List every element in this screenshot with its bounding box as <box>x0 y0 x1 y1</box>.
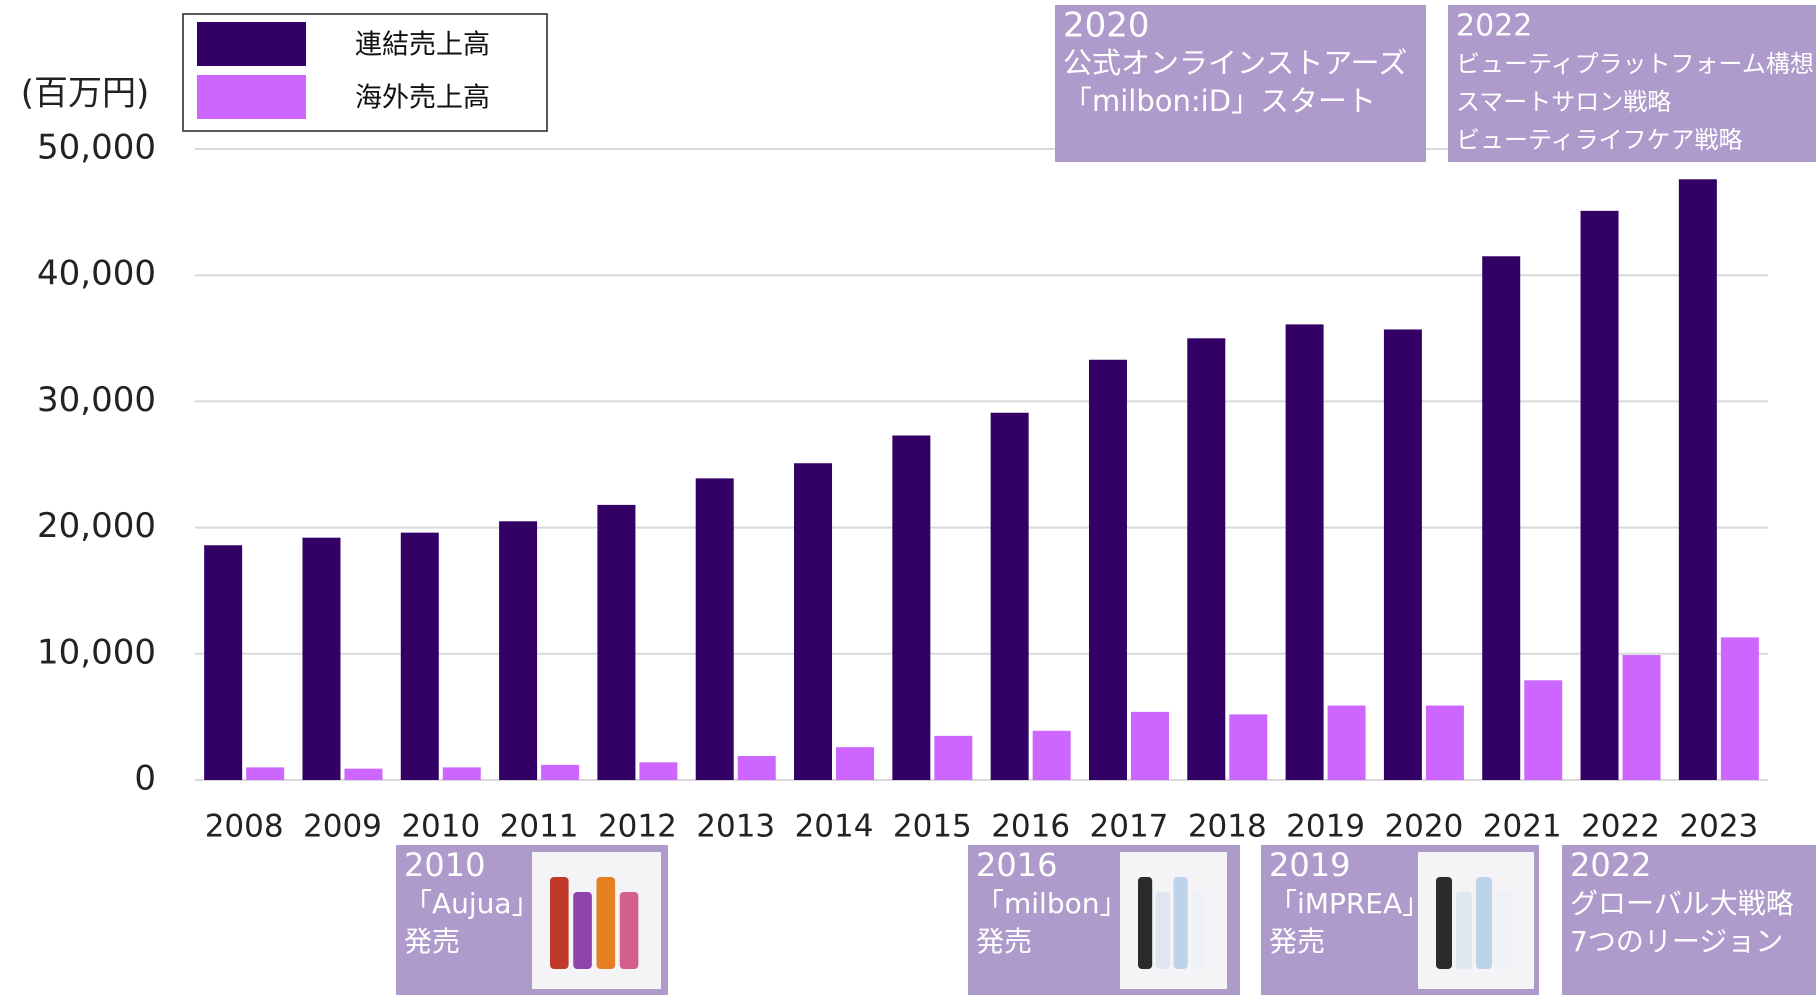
legend-swatch <box>197 75 306 119</box>
x-tick-label: 2023 <box>1679 809 1758 845</box>
bar <box>302 537 341 780</box>
bar <box>639 762 678 780</box>
bar <box>400 532 439 780</box>
annotation-box <box>1562 845 1816 995</box>
annotation-text: 2016 <box>976 846 1057 884</box>
annotation-box <box>1448 5 1816 162</box>
product-shape <box>1436 877 1452 969</box>
annotation-text: 発売 <box>1269 925 1325 958</box>
product-shape <box>1191 892 1206 969</box>
bar <box>794 463 833 780</box>
y-tick-label: 20,000 <box>37 506 156 546</box>
bar <box>1187 338 1226 780</box>
y-tick-label: 10,000 <box>37 632 156 672</box>
annotation-text: ビューティプラットフォーム構想 <box>1456 50 1814 78</box>
legend-swatch <box>197 22 306 66</box>
product-shape <box>1173 877 1188 969</box>
unit-label: (百万円) <box>21 74 150 114</box>
annotation-text: 「Aujua」 <box>404 887 540 920</box>
bar <box>1678 179 1717 781</box>
annotation-text: 2010 <box>404 846 485 884</box>
x-tick-label: 2019 <box>1286 809 1365 845</box>
annotation-box <box>1055 5 1426 162</box>
bar <box>1285 324 1324 780</box>
annotation-text: 公式オンラインストアーズ <box>1063 46 1407 80</box>
bar <box>1130 711 1169 780</box>
bar <box>1482 256 1521 780</box>
legend-label: 連結売上高 <box>355 30 490 61</box>
annotation-text: スマートサロン戦略 <box>1456 88 1671 116</box>
bar <box>442 767 481 780</box>
bar <box>1229 714 1268 780</box>
bar <box>1383 329 1422 780</box>
bar <box>344 768 383 780</box>
annotation-text: 2019 <box>1269 846 1350 884</box>
annotation-text: 2022 <box>1570 846 1651 884</box>
x-tick-label: 2015 <box>893 809 972 845</box>
x-tick-label: 2011 <box>500 809 579 845</box>
x-tick-label: 2022 <box>1581 809 1660 845</box>
bar <box>541 764 580 780</box>
product-shape <box>1476 877 1492 969</box>
annotation-text: 2020 <box>1063 6 1150 46</box>
y-tick-label: 30,000 <box>37 380 156 420</box>
x-tick-label: 2010 <box>401 809 480 845</box>
annotation-text: 2022 <box>1456 9 1532 44</box>
x-tick-label: 2020 <box>1384 809 1463 845</box>
bar <box>836 747 875 780</box>
bar <box>934 735 973 780</box>
bar <box>1425 705 1464 780</box>
x-tick-label: 2014 <box>795 809 874 845</box>
bar <box>990 412 1029 780</box>
product-shape <box>596 877 616 969</box>
bar <box>1580 210 1619 780</box>
x-tick-label: 2009 <box>303 809 382 845</box>
annotation-text: 発売 <box>976 925 1032 958</box>
x-tick-label: 2021 <box>1483 809 1562 845</box>
product-shape <box>619 892 639 969</box>
bar <box>246 767 285 780</box>
bar <box>204 545 243 780</box>
product-shape <box>573 892 592 969</box>
y-tick-label: 50,000 <box>37 128 156 168</box>
x-tick-label: 2013 <box>696 809 775 845</box>
x-tick-label: 2016 <box>991 809 1070 845</box>
x-tick-label: 2018 <box>1188 809 1267 845</box>
y-tick-label: 40,000 <box>37 254 156 294</box>
product-shape <box>1496 892 1512 969</box>
bar <box>1720 637 1759 780</box>
annotation-text: 「iMPREA」 <box>1269 887 1430 920</box>
x-tick-label: 2012 <box>598 809 677 845</box>
bar <box>1327 705 1366 780</box>
product-shape <box>1155 892 1170 969</box>
bar <box>1032 730 1071 780</box>
annotation-text: 7つのリージョン <box>1570 925 1783 958</box>
product-shape <box>1456 892 1472 969</box>
bar <box>1524 680 1563 780</box>
bar <box>597 504 636 780</box>
x-tick-label: 2017 <box>1090 809 1169 845</box>
y-tick-label: 0 <box>134 759 156 799</box>
legend-label: 海外売上高 <box>355 83 490 114</box>
annotation-text: 「milbon:iD」スタート <box>1063 84 1376 118</box>
annotation-text: 発売 <box>404 925 460 958</box>
product-shape <box>550 877 569 969</box>
annotation-text: 「milbon」 <box>976 887 1128 920</box>
bar <box>1088 359 1127 780</box>
bar <box>737 756 776 780</box>
bar <box>1622 655 1661 780</box>
bar <box>499 521 538 780</box>
annotation-text: グローバル大戦略 <box>1570 887 1794 920</box>
bar <box>695 478 734 780</box>
x-tick-label: 2008 <box>205 809 284 845</box>
bar <box>892 435 931 780</box>
annotation-text: ビューティライフケア戦略 <box>1456 126 1743 154</box>
product-shape <box>1138 877 1153 969</box>
